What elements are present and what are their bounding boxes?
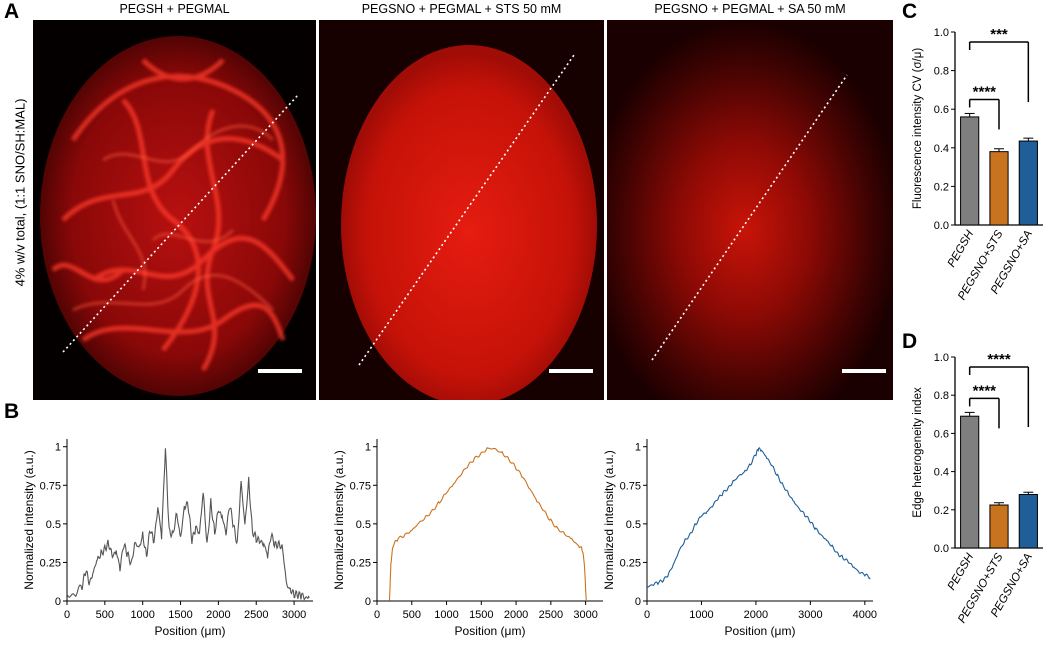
chart-fluorescence-cv: 0.0 0.2 0.4 0.6 0.8 1.0 Fluorescence intensity… bbox=[912, 26, 1043, 302]
panel-letter-d: D bbox=[902, 330, 918, 353]
y-tick-label: 1 bbox=[635, 442, 641, 454]
y-tick-label: 0.75 bbox=[40, 480, 61, 492]
x-tick-label: 500 bbox=[403, 609, 421, 621]
y-tick-label: 1.0 bbox=[934, 27, 949, 39]
significance-label: **** bbox=[973, 382, 997, 399]
scale-bar-3 bbox=[842, 369, 886, 373]
y-tick-label: 0.5 bbox=[46, 519, 61, 531]
y-tick-label: 0.75 bbox=[620, 480, 641, 492]
y-tick-label: 0.2 bbox=[934, 181, 949, 193]
x-tick-label: 3000 bbox=[282, 609, 306, 621]
y-tick-label: 0.0 bbox=[934, 543, 949, 555]
x-tick-label: 0 bbox=[64, 609, 70, 621]
bar bbox=[1018, 140, 1038, 226]
y-tick-label: 0.0 bbox=[934, 220, 949, 232]
y-tick-label: 0.75 bbox=[350, 480, 371, 492]
y-axis-label: Fluorescence intensity CV (σ/μ) bbox=[912, 48, 924, 210]
profile-series-line bbox=[388, 447, 587, 602]
category-label: PEGSH bbox=[946, 228, 977, 269]
x-tick-label: 1000 bbox=[434, 609, 458, 621]
y-tick-label: 0.4 bbox=[934, 143, 949, 155]
category-label: PEGSH bbox=[946, 551, 977, 592]
image-title-3: PEGSNO + PEGMAL + SA 50 mM bbox=[654, 2, 846, 16]
y-tick-label: 0 bbox=[55, 596, 61, 608]
x-tick-label: 1500 bbox=[168, 609, 192, 621]
x-tick-label: 2000 bbox=[744, 609, 768, 621]
bar bbox=[1018, 494, 1038, 549]
profile-series-line bbox=[646, 447, 871, 588]
x-tick-label: 1000 bbox=[130, 609, 154, 621]
micrograph-pegsno-sts bbox=[319, 20, 604, 400]
y-tick-label: 0.4 bbox=[934, 467, 949, 479]
x-tick-label: 2500 bbox=[539, 609, 563, 621]
x-tick-label: 2000 bbox=[504, 609, 528, 621]
y-tick-label: 0.25 bbox=[350, 557, 371, 569]
chart-edge-heterogeneity: 0.0 0.2 0.4 0.6 0.8 1.0 Edge heterogeneity ind… bbox=[912, 351, 1043, 625]
y-tick-label: 1 bbox=[55, 442, 61, 454]
profile-line-1 bbox=[62, 94, 299, 353]
y-tick-label: 1 bbox=[365, 442, 371, 454]
y-tick-label: 0.8 bbox=[934, 390, 949, 402]
profile-series-line bbox=[66, 448, 310, 601]
micrograph-pegsh bbox=[33, 20, 316, 400]
micrograph-pegsno-sa bbox=[607, 20, 893, 400]
scale-bar-2 bbox=[549, 369, 593, 373]
bar bbox=[960, 116, 980, 226]
bar bbox=[989, 151, 1009, 226]
x-axis-label: Position (μm) bbox=[155, 624, 226, 638]
x-axis-label: Position (μm) bbox=[725, 624, 796, 638]
significance-label: *** bbox=[990, 26, 1008, 43]
y-tick-label: 0 bbox=[365, 596, 371, 608]
x-tick-label: 0 bbox=[374, 609, 380, 621]
y-tick-label: 0.6 bbox=[934, 104, 949, 116]
y-tick-label: 0.6 bbox=[934, 428, 949, 440]
y-tick-label: 0.5 bbox=[356, 519, 371, 531]
x-tick-label: 2000 bbox=[206, 609, 230, 621]
x-axis-label: Position (μm) bbox=[455, 624, 526, 638]
bar bbox=[960, 415, 980, 549]
x-tick-label: 3000 bbox=[573, 609, 597, 621]
y-tick-label: 0.25 bbox=[40, 557, 61, 569]
image-title-1: PEGSH + PEGMAL bbox=[119, 2, 230, 16]
x-tick-label: 2500 bbox=[244, 609, 268, 621]
y-tick-label: 0.5 bbox=[626, 519, 641, 531]
y-axis-label: Normalized intensity (a.u.) bbox=[22, 450, 36, 589]
y-axis-label: Normalized intensity (a.u.) bbox=[602, 450, 616, 589]
chart-profile-pegsno-sts: 0 0.25 0.5 0.75 1 0 500 1000 1500 2000 2500 3000 Pos… bbox=[332, 439, 603, 638]
image-title-2: PEGSNO + PEGMAL + STS 50 mM bbox=[361, 2, 562, 16]
scale-bar-1 bbox=[258, 369, 302, 373]
y-tick-label: 1.0 bbox=[934, 352, 949, 364]
y-tick-label: 0.8 bbox=[934, 66, 949, 78]
x-tick-label: 500 bbox=[96, 609, 114, 621]
chart-profile-pegsh: 0 0.25 0.5 0.75 1 0 500 1000 1500 2000 2500 3000 Pos… bbox=[22, 439, 313, 638]
x-tick-label: 1500 bbox=[469, 609, 493, 621]
row-label: 4% w/v total, (1:1 SNO/SH:MAL) bbox=[12, 98, 28, 287]
x-tick-label: 3000 bbox=[798, 609, 822, 621]
chart-profile-pegsno-sa: 0 0.25 0.5 0.75 1 0 1000 2000 3000 4000 Position (… bbox=[602, 439, 877, 638]
bar bbox=[989, 504, 1009, 549]
significance-label: **** bbox=[973, 83, 997, 100]
y-axis-label: Edge heterogeneity index bbox=[912, 387, 924, 518]
panel-letter-c: C bbox=[902, 0, 918, 23]
x-tick-label: 1000 bbox=[689, 609, 713, 621]
y-tick-label: 0.2 bbox=[934, 505, 949, 517]
x-tick-label: 4000 bbox=[853, 609, 877, 621]
panel-letter-a: A bbox=[4, 0, 20, 23]
y-tick-label: 0.25 bbox=[620, 557, 641, 569]
significance-label: **** bbox=[987, 351, 1011, 368]
y-axis-label: Normalized intensity (a.u.) bbox=[332, 450, 346, 589]
panel-letter-b: B bbox=[4, 400, 20, 423]
x-tick-label: 0 bbox=[644, 609, 650, 621]
y-tick-label: 0 bbox=[635, 596, 641, 608]
